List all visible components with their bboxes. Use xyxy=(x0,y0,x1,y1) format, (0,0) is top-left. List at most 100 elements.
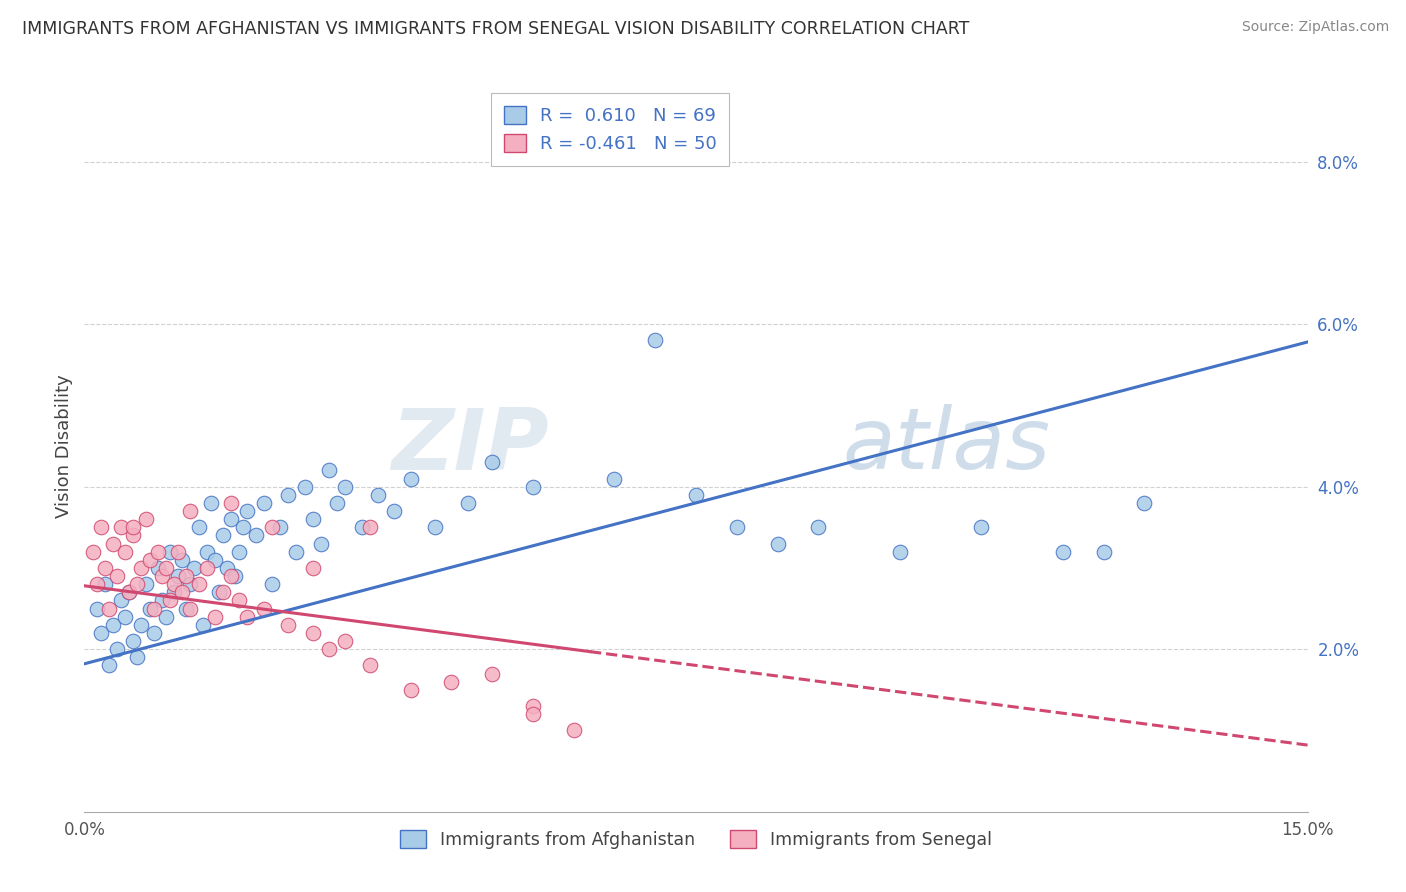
Point xyxy=(105,569,128,583)
Point xyxy=(326,496,349,510)
Point xyxy=(142,601,165,615)
Point xyxy=(228,544,250,558)
Point xyxy=(142,626,165,640)
Point xyxy=(440,674,463,689)
Point xyxy=(118,585,141,599)
Point xyxy=(127,577,149,591)
Point xyxy=(82,544,104,558)
Point xyxy=(807,520,830,534)
Point xyxy=(970,520,993,534)
Point xyxy=(481,666,503,681)
Text: Source: ZipAtlas.com: Source: ZipAtlas.com xyxy=(1241,20,1389,34)
Text: IMMIGRANTS FROM AFGHANISTAN VS IMMIGRANTS FROM SENEGAL VISION DISABILITY CORRELA: IMMIGRANTS FROM AFGHANISTAN VS IMMIGRANT… xyxy=(22,20,970,37)
Point xyxy=(179,504,201,518)
Point xyxy=(167,569,190,583)
Point xyxy=(350,520,373,534)
Point xyxy=(90,626,112,640)
Point xyxy=(204,553,226,567)
Point xyxy=(86,601,108,615)
Point xyxy=(277,488,299,502)
Point xyxy=(219,512,242,526)
Point xyxy=(232,520,254,534)
Text: atlas: atlas xyxy=(842,404,1050,488)
Point xyxy=(138,553,160,567)
Point xyxy=(367,488,389,502)
Point xyxy=(122,528,145,542)
Point xyxy=(138,601,160,615)
Point xyxy=(135,577,157,591)
Point xyxy=(766,536,789,550)
Point xyxy=(725,520,748,534)
Point xyxy=(174,601,197,615)
Point xyxy=(423,520,446,534)
Point xyxy=(277,617,299,632)
Point xyxy=(1133,496,1156,510)
Y-axis label: Vision Disability: Vision Disability xyxy=(55,374,73,518)
Point xyxy=(301,561,323,575)
Point xyxy=(1092,544,1115,558)
Point xyxy=(127,650,149,665)
Point xyxy=(224,569,246,583)
Point xyxy=(294,480,316,494)
Point xyxy=(167,544,190,558)
Point xyxy=(93,577,115,591)
Point xyxy=(195,544,218,558)
Point xyxy=(86,577,108,591)
Point xyxy=(174,569,197,583)
Point xyxy=(159,544,181,558)
Point xyxy=(301,512,323,526)
Point xyxy=(179,601,201,615)
Point xyxy=(114,609,136,624)
Point xyxy=(208,585,231,599)
Point xyxy=(399,682,422,697)
Point xyxy=(204,609,226,624)
Point xyxy=(236,504,259,518)
Point xyxy=(122,520,145,534)
Point xyxy=(285,544,308,558)
Point xyxy=(335,480,357,494)
Point xyxy=(309,536,332,550)
Point xyxy=(150,593,173,607)
Point xyxy=(172,553,194,567)
Point xyxy=(163,577,186,591)
Point xyxy=(191,617,214,632)
Point xyxy=(562,723,585,738)
Point xyxy=(90,520,112,534)
Text: ZIP: ZIP xyxy=(391,404,550,488)
Point xyxy=(131,561,153,575)
Point xyxy=(146,544,169,558)
Point xyxy=(114,544,136,558)
Point xyxy=(172,585,194,599)
Point xyxy=(159,593,181,607)
Point xyxy=(163,585,186,599)
Point xyxy=(889,544,911,558)
Point xyxy=(146,561,169,575)
Point xyxy=(118,585,141,599)
Point xyxy=(522,707,544,722)
Point xyxy=(260,577,283,591)
Point xyxy=(212,528,235,542)
Point xyxy=(150,569,173,583)
Point xyxy=(101,536,124,550)
Point xyxy=(260,520,283,534)
Point xyxy=(105,642,128,657)
Point xyxy=(179,577,201,591)
Point xyxy=(359,520,381,534)
Point xyxy=(685,488,707,502)
Point xyxy=(269,520,291,534)
Point xyxy=(359,658,381,673)
Point xyxy=(200,496,222,510)
Point xyxy=(382,504,405,518)
Point xyxy=(219,496,242,510)
Point xyxy=(399,471,422,485)
Point xyxy=(187,577,209,591)
Point xyxy=(155,561,177,575)
Point xyxy=(335,634,357,648)
Point xyxy=(97,658,120,673)
Point xyxy=(93,561,115,575)
Point xyxy=(318,642,340,657)
Point xyxy=(644,334,666,348)
Point xyxy=(122,634,145,648)
Point xyxy=(183,561,205,575)
Legend: Immigrants from Afghanistan, Immigrants from Senegal: Immigrants from Afghanistan, Immigrants … xyxy=(394,823,998,855)
